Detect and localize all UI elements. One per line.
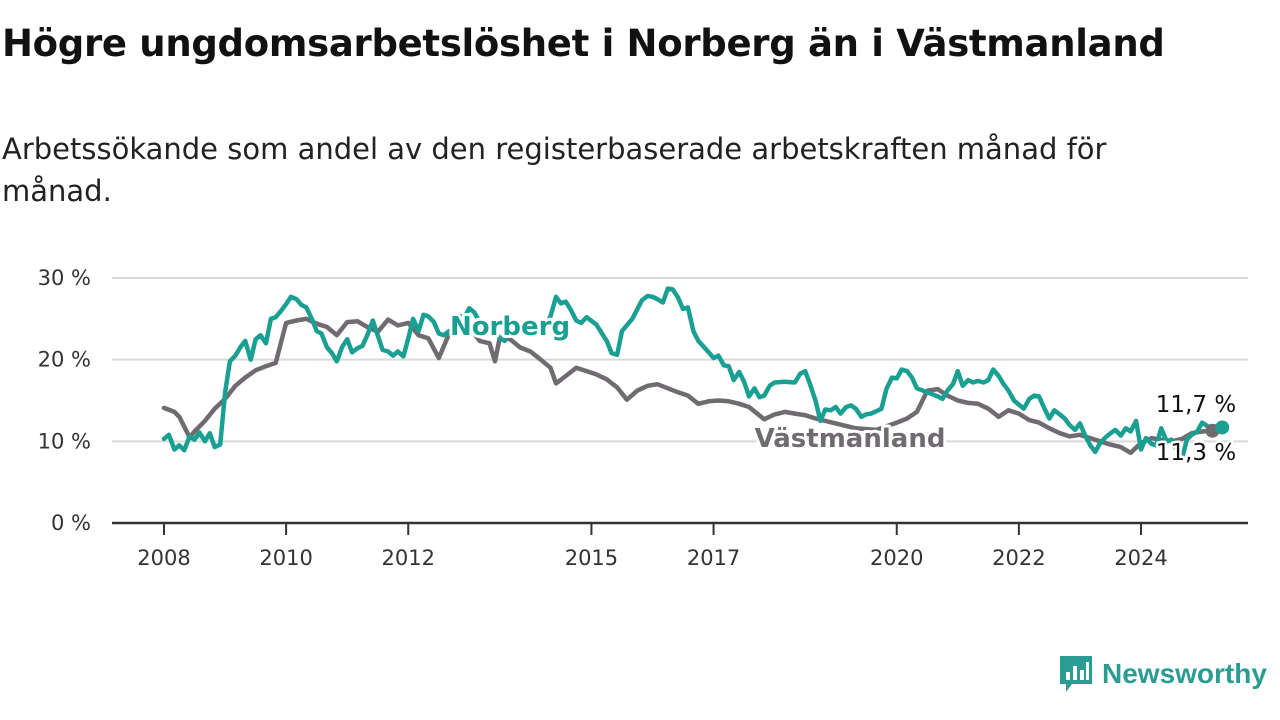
- x-tick-label: 2024: [1114, 546, 1167, 570]
- series-labels: Västmanland Norberg: [447, 309, 949, 457]
- series-lines: [161, 286, 1225, 462]
- x-tick-label: 2020: [870, 546, 923, 570]
- x-tick-label: 2015: [565, 546, 618, 570]
- x-tick-label: 2010: [259, 546, 312, 570]
- x-tick-label: 2008: [137, 546, 190, 570]
- norberg-end-point: [1215, 420, 1230, 435]
- norberg-series-label: Norberg: [450, 312, 570, 342]
- vastmanland-series-label: Västmanland: [755, 424, 946, 454]
- vastmanland-line: [161, 316, 1215, 456]
- newsworthy-logo: Newsworthy: [1058, 654, 1267, 694]
- x-tick-label: 2012: [382, 546, 435, 570]
- grid-lines: [112, 277, 1248, 443]
- y-axis: 0 % 10 % 20 % 30 %: [38, 266, 91, 535]
- y-tick-label: 0 %: [51, 511, 91, 535]
- chart-subtitle: Arbetssökande som andel av den registerb…: [2, 132, 1107, 208]
- newsworthy-logo-icon: [1060, 656, 1092, 692]
- brand-name: Newsworthy: [1102, 658, 1267, 689]
- chart-title: Högre ungdomsarbetslöshet i Norberg än i…: [2, 22, 1165, 65]
- y-tick-label: 30 %: [38, 266, 91, 290]
- x-tick-label: 2022: [992, 546, 1045, 570]
- end-markers: 11,3 % 11,7 %: [1153, 390, 1238, 469]
- vastmanland-end-label: 11,3 %: [1156, 440, 1236, 466]
- norberg-end-label: 11,7 %: [1156, 392, 1236, 418]
- y-tick-label: 10 %: [38, 429, 91, 453]
- x-tick-label: 2017: [687, 546, 740, 570]
- norberg-line: [161, 286, 1225, 462]
- y-tick-label: 20 %: [38, 348, 91, 372]
- x-axis: 2008 2010 2012 2015 2017 2020 2022 2024: [112, 521, 1248, 570]
